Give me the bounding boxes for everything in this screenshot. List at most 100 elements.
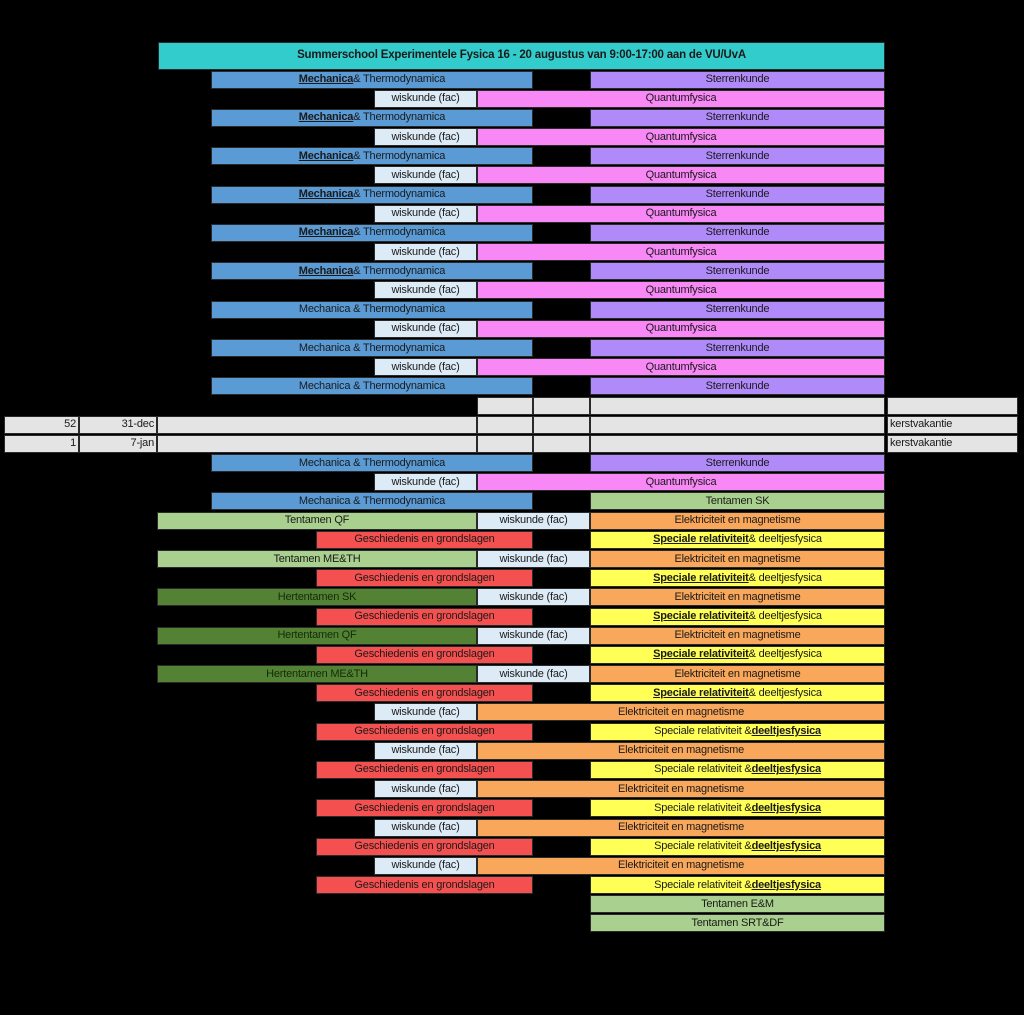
cell-speciale-relativiteit-deeltjesfysica[interactable]: Speciale relativiteit & deeltjesfysica bbox=[590, 607, 885, 626]
cell-geschiedenis-en-grondslagen[interactable]: Geschiedenis en grondslagen bbox=[316, 684, 533, 703]
cell-geschiedenis-en-grondslagen[interactable]: Geschiedenis en grondslagen bbox=[316, 645, 533, 664]
cell-empty[interactable] bbox=[533, 415, 590, 434]
cell-wiskunde-fac[interactable]: wiskunde (fac) bbox=[374, 703, 477, 722]
cell-quantumfysica[interactable]: Quantumfysica bbox=[477, 128, 885, 147]
cell-wiskunde-fac[interactable]: wiskunde (fac) bbox=[477, 588, 590, 607]
cell-elektriciteit-en-magnetisme[interactable]: Elektriciteit en magnetisme bbox=[477, 818, 885, 837]
cell-wiskunde-fac[interactable]: wiskunde (fac) bbox=[374, 281, 477, 300]
cell-mechanica-thermodynamica[interactable]: Mechanica & Thermodynamica bbox=[211, 492, 533, 511]
cell-geschiedenis-en-grondslagen[interactable]: Geschiedenis en grondslagen bbox=[316, 569, 533, 588]
cell-geschiedenis-en-grondslagen[interactable]: Geschiedenis en grondslagen bbox=[316, 876, 533, 895]
cell-sterrenkunde[interactable]: Sterrenkunde bbox=[590, 147, 885, 166]
cell-quantumfysica[interactable]: Quantumfysica bbox=[477, 319, 885, 338]
cell-hertentamen-me-th[interactable]: Hertentamen ME&TH bbox=[157, 665, 477, 684]
cell-geschiedenis-en-grondslagen[interactable]: Geschiedenis en grondslagen bbox=[316, 607, 533, 626]
cell-week-number[interactable]: 1 bbox=[4, 434, 79, 453]
cell-hertentamen-sk[interactable]: Hertentamen SK bbox=[157, 588, 477, 607]
cell-speciale-relativiteit-deeltjesfysica[interactable]: Speciale relativiteit & deeltjesfysica bbox=[590, 760, 885, 779]
cell-mechanica-thermodynamica[interactable]: Mechanica & Thermodynamica bbox=[211, 454, 533, 473]
cell-elektriciteit-en-magnetisme[interactable]: Elektriciteit en magnetisme bbox=[477, 856, 885, 875]
cell-speciale-relativiteit-deeltjesfysica[interactable]: Speciale relativiteit & deeltjesfysica bbox=[590, 799, 885, 818]
cell-sterrenkunde[interactable]: Sterrenkunde bbox=[590, 300, 885, 319]
cell-geschiedenis-en-grondslagen[interactable]: Geschiedenis en grondslagen bbox=[316, 799, 533, 818]
cell-wiskunde-fac[interactable]: wiskunde (fac) bbox=[374, 204, 477, 223]
cell-empty[interactable] bbox=[590, 396, 885, 415]
cell-empty[interactable] bbox=[533, 434, 590, 453]
cell-mechanica-thermodynamica[interactable]: Mechanica & Thermodynamica bbox=[211, 108, 533, 127]
cell-speciale-relativiteit-deeltjesfysica[interactable]: Speciale relativiteit & deeltjesfysica bbox=[590, 645, 885, 664]
cell-wiskunde-fac[interactable]: wiskunde (fac) bbox=[374, 856, 477, 875]
cell-speciale-relativiteit-deeltjesfysica[interactable]: Speciale relativiteit & deeltjesfysica bbox=[590, 569, 885, 588]
cell-elektriciteit-en-magnetisme[interactable]: Elektriciteit en magnetisme bbox=[590, 665, 885, 684]
cell-wiskunde-fac[interactable]: wiskunde (fac) bbox=[374, 243, 477, 262]
cell-kerstvakantie[interactable]: kerstvakantie bbox=[887, 415, 1018, 434]
cell-empty[interactable] bbox=[157, 415, 477, 434]
cell-sterrenkunde[interactable]: Sterrenkunde bbox=[590, 262, 885, 281]
cell-elektriciteit-en-magnetisme[interactable]: Elektriciteit en magnetisme bbox=[590, 550, 885, 568]
cell-elektriciteit-en-magnetisme[interactable]: Elektriciteit en magnetisme bbox=[477, 703, 885, 722]
cell-geschiedenis-en-grondslagen[interactable]: Geschiedenis en grondslagen bbox=[316, 760, 533, 779]
cell-quantumfysica[interactable]: Quantumfysica bbox=[477, 166, 885, 185]
cell-speciale-relativiteit-deeltjesfysica[interactable]: Speciale relativiteit & deeltjesfysica bbox=[590, 722, 885, 741]
cell-wiskunde-fac[interactable]: wiskunde (fac) bbox=[374, 89, 477, 108]
cell-mechanica-thermodynamica[interactable]: Mechanica & Thermodynamica bbox=[211, 377, 533, 396]
cell-speciale-relativiteit-deeltjesfysica[interactable]: Speciale relativiteit & deeltjesfysica bbox=[590, 876, 885, 895]
cell-sterrenkunde[interactable]: Sterrenkunde bbox=[590, 454, 885, 473]
cell-wiskunde-fac[interactable]: wiskunde (fac) bbox=[374, 319, 477, 338]
cell-tentamen-sk[interactable]: Tentamen SK bbox=[590, 492, 885, 511]
cell-elektriciteit-en-magnetisme[interactable]: Elektriciteit en magnetisme bbox=[590, 588, 885, 607]
cell-week-number[interactable]: 52 bbox=[4, 415, 79, 434]
cell-empty[interactable] bbox=[477, 396, 533, 415]
cell-geschiedenis-en-grondslagen[interactable]: Geschiedenis en grondslagen bbox=[316, 722, 533, 741]
cell-tentamen-me-th[interactable]: Tentamen ME&TH bbox=[157, 550, 477, 568]
cell-tentamen-srt-df[interactable]: Tentamen SRT&DF bbox=[590, 914, 885, 933]
cell-empty[interactable] bbox=[590, 434, 885, 453]
cell-sterrenkunde[interactable]: Sterrenkunde bbox=[590, 185, 885, 204]
cell-speciale-relativiteit-deeltjesfysica[interactable]: Speciale relativiteit & deeltjesfysica bbox=[590, 684, 885, 703]
cell-mechanica-thermodynamica[interactable]: Mechanica & Thermodynamica bbox=[211, 147, 533, 166]
cell-wiskunde-fac[interactable]: wiskunde (fac) bbox=[477, 511, 590, 530]
cell-mechanica-thermodynamica[interactable]: Mechanica & Thermodynamica bbox=[211, 300, 533, 319]
cell-elektriciteit-en-magnetisme[interactable]: Elektriciteit en magnetisme bbox=[590, 626, 885, 645]
cell-wiskunde-fac[interactable]: wiskunde (fac) bbox=[477, 665, 590, 684]
cell-empty[interactable] bbox=[477, 415, 533, 434]
cell-empty[interactable] bbox=[477, 434, 533, 453]
cell-elektriciteit-en-magnetisme[interactable]: Elektriciteit en magnetisme bbox=[477, 741, 885, 760]
cell-sterrenkunde[interactable]: Sterrenkunde bbox=[590, 108, 885, 127]
cell-quantumfysica[interactable]: Quantumfysica bbox=[477, 473, 885, 492]
cell-wiskunde-fac[interactable]: wiskunde (fac) bbox=[374, 358, 477, 377]
cell-date[interactable]: 31-dec bbox=[79, 415, 157, 434]
cell-elektriciteit-en-magnetisme[interactable]: Elektriciteit en magnetisme bbox=[477, 780, 885, 799]
cell-tentamen-e-m[interactable]: Tentamen E&M bbox=[590, 895, 885, 914]
cell-quantumfysica[interactable]: Quantumfysica bbox=[477, 243, 885, 262]
cell-mechanica-thermodynamica[interactable]: Mechanica & Thermodynamica bbox=[211, 185, 533, 204]
cell-hertentamen-qf[interactable]: Hertentamen QF bbox=[157, 626, 477, 645]
page-title[interactable]: Summerschool Experimentele Fysica 16 - 2… bbox=[158, 42, 885, 70]
cell-quantumfysica[interactable]: Quantumfysica bbox=[477, 358, 885, 377]
cell-tentamen-qf[interactable]: Tentamen QF bbox=[157, 511, 477, 530]
cell-wiskunde-fac[interactable]: wiskunde (fac) bbox=[374, 166, 477, 185]
cell-wiskunde-fac[interactable]: wiskunde (fac) bbox=[374, 741, 477, 760]
cell-wiskunde-fac[interactable]: wiskunde (fac) bbox=[374, 780, 477, 799]
cell-mechanica-thermodynamica[interactable]: Mechanica & Thermodynamica bbox=[211, 339, 533, 358]
cell-geschiedenis-en-grondslagen[interactable]: Geschiedenis en grondslagen bbox=[316, 530, 533, 549]
cell-sterrenkunde[interactable]: Sterrenkunde bbox=[590, 223, 885, 242]
cell-empty[interactable] bbox=[590, 415, 885, 434]
cell-wiskunde-fac[interactable]: wiskunde (fac) bbox=[477, 550, 590, 568]
cell-sterrenkunde[interactable]: Sterrenkunde bbox=[590, 377, 885, 396]
cell-wiskunde-fac[interactable]: wiskunde (fac) bbox=[374, 473, 477, 492]
cell-mechanica-thermodynamica[interactable]: Mechanica & Thermodynamica bbox=[211, 262, 533, 281]
cell-empty[interactable] bbox=[533, 396, 590, 415]
cell-quantumfysica[interactable]: Quantumfysica bbox=[477, 89, 885, 108]
cell-empty[interactable] bbox=[887, 396, 1018, 415]
cell-wiskunde-fac[interactable]: wiskunde (fac) bbox=[374, 128, 477, 147]
cell-mechanica-thermodynamica[interactable]: Mechanica & Thermodynamica bbox=[211, 70, 533, 89]
cell-quantumfysica[interactable]: Quantumfysica bbox=[477, 204, 885, 223]
cell-empty[interactable] bbox=[157, 434, 477, 453]
cell-mechanica-thermodynamica[interactable]: Mechanica & Thermodynamica bbox=[211, 223, 533, 242]
cell-speciale-relativiteit-deeltjesfysica[interactable]: Speciale relativiteit & deeltjesfysica bbox=[590, 837, 885, 856]
cell-sterrenkunde[interactable]: Sterrenkunde bbox=[590, 70, 885, 89]
cell-kerstvakantie[interactable]: kerstvakantie bbox=[887, 434, 1018, 453]
cell-wiskunde-fac[interactable]: wiskunde (fac) bbox=[477, 626, 590, 645]
cell-sterrenkunde[interactable]: Sterrenkunde bbox=[590, 339, 885, 358]
